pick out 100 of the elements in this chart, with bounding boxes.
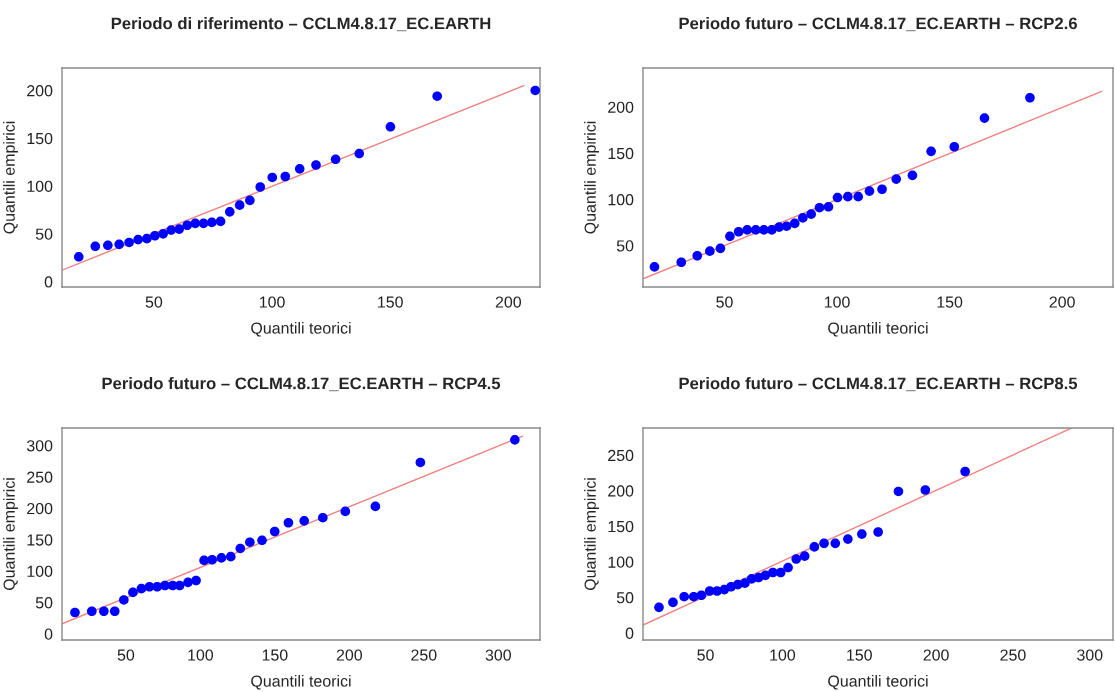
point: [340, 506, 351, 517]
point: [311, 160, 321, 170]
y-tick-label: 50: [616, 240, 634, 252]
point: [654, 602, 664, 613]
chart-title: Periodo futuro – CCLM4.8.17_EC.EARTH – RCP4.5: [102, 377, 501, 392]
y-tick-label: 150: [608, 147, 634, 160]
point: [759, 225, 769, 235]
chart-title: Periodo di riferimento – CCLM4.8.17_EC.EARTH: [111, 17, 491, 32]
point: [124, 237, 134, 248]
point: [109, 606, 120, 617]
point: [783, 562, 793, 573]
point: [742, 225, 753, 235]
point: [257, 535, 267, 546]
point: [224, 207, 235, 217]
y-tick-label: 200: [608, 485, 634, 497]
point: [235, 543, 246, 554]
x-axis-title: Quantili teorici: [251, 675, 351, 690]
x-tick-label: 250: [1000, 649, 1026, 661]
y-tick-label: 50: [35, 228, 53, 240]
x-tick-label: 150: [937, 296, 963, 308]
x-tick-label: 200: [923, 649, 949, 661]
point: [73, 251, 84, 262]
point: [799, 551, 810, 561]
y-tick-label: 250: [27, 471, 53, 483]
x-tick-label: 200: [336, 649, 363, 661]
point: [133, 234, 143, 245]
point: [103, 240, 113, 251]
y-tick-label: 200: [27, 502, 53, 515]
point: [857, 529, 867, 539]
y-tick-label: 100: [608, 556, 634, 568]
point: [128, 587, 138, 598]
point: [283, 517, 294, 528]
point: [830, 538, 841, 549]
point: [843, 534, 853, 544]
point: [907, 170, 918, 181]
point: [432, 91, 443, 102]
point: [853, 191, 863, 202]
point: [823, 201, 834, 212]
point: [791, 554, 802, 564]
point: [70, 607, 80, 618]
x-axis-title: Quantili teorici: [251, 322, 351, 337]
point: [216, 553, 227, 563]
point: [679, 591, 689, 602]
point: [269, 526, 280, 537]
point: [199, 555, 209, 566]
point: [873, 527, 883, 537]
y-tick-label: 200: [27, 85, 53, 97]
point: [299, 516, 310, 526]
y-tick-label: 150: [608, 520, 634, 533]
point: [949, 141, 960, 152]
x-tick-label: 200: [495, 296, 522, 308]
point: [877, 184, 887, 195]
point: [114, 239, 124, 250]
point: [318, 512, 328, 523]
y-tick-label: 100: [27, 180, 53, 192]
y-tick-label: 250: [608, 449, 634, 462]
point: [832, 192, 843, 203]
chart-title: Periodo futuro – CCLM4.8.17_EC.EARTH – RCP2.6: [679, 17, 1077, 32]
point: [370, 501, 381, 512]
point: [215, 216, 226, 227]
point: [190, 218, 201, 229]
point: [814, 202, 825, 213]
y-tick-label: 100: [27, 565, 53, 578]
point: [191, 575, 201, 586]
point: [280, 171, 291, 182]
y-tick-label: 0: [625, 627, 634, 639]
point: [174, 224, 185, 234]
point: [750, 225, 761, 235]
x-tick-label: 50: [145, 296, 163, 308]
point: [255, 182, 266, 192]
y-tick-label: 0: [44, 628, 53, 640]
point: [864, 186, 875, 196]
point: [166, 225, 176, 235]
point: [245, 195, 255, 206]
point: [182, 220, 193, 231]
point: [920, 485, 931, 495]
point: [926, 146, 936, 157]
x-axis-title: Quantili teorici: [828, 675, 928, 690]
y-tick-label: 150: [27, 132, 53, 145]
point: [510, 435, 520, 445]
point: [225, 551, 236, 562]
x-tick-label: 200: [1049, 296, 1075, 308]
y-tick-label: 100: [608, 194, 634, 206]
point: [668, 597, 678, 608]
point: [198, 218, 209, 229]
x-tick-label: 100: [259, 296, 285, 308]
y-axis-title: Quantili empirici: [584, 121, 599, 234]
point: [781, 221, 792, 232]
y-tick-label: 50: [616, 592, 634, 604]
x-tick-label: 100: [188, 649, 214, 661]
y-tick-label: 0: [44, 276, 53, 288]
point: [234, 200, 245, 210]
point: [806, 209, 816, 219]
x-tick-label: 50: [117, 649, 135, 661]
point: [733, 226, 744, 237]
point: [979, 113, 990, 123]
point: [1025, 92, 1035, 103]
point: [267, 172, 278, 183]
y-axis-title: Quantili empirici: [3, 121, 18, 234]
point: [90, 241, 101, 252]
